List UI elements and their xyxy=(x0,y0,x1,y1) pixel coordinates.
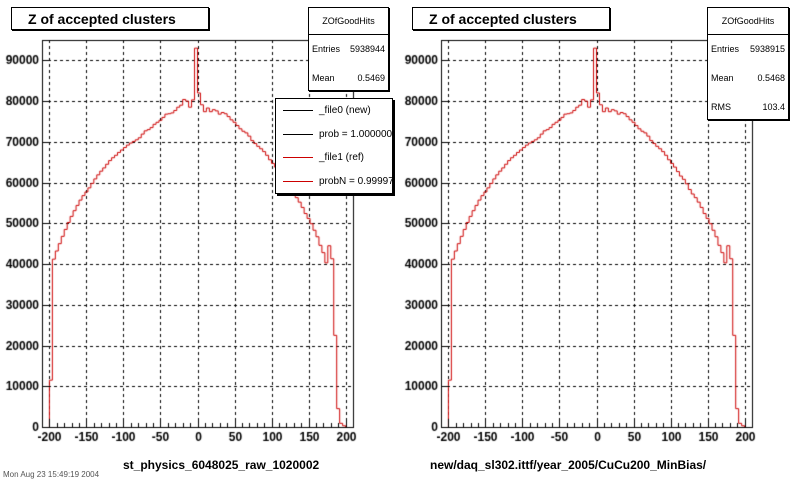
stats-box-name: ZOfGoodHits xyxy=(309,8,388,35)
legend-entry-probn: probN = 0.999977 xyxy=(276,170,392,194)
legend-entry-file0: _file0 (new) xyxy=(276,99,392,123)
legend-swatch xyxy=(283,133,313,135)
chart-title-right: Z of accepted clusters xyxy=(412,7,610,30)
legend-swatch xyxy=(283,110,313,112)
x-axis-title-right: new/daq_sl302.ittf/year_2005/CuCu200_Min… xyxy=(430,458,707,472)
stats-row-entries: Entries 5938915 xyxy=(711,44,785,54)
stats-row-mean: Mean 0.5469 xyxy=(312,73,385,83)
legend-entry-file1: _file1 (ref) xyxy=(276,146,392,170)
stats-box-left: ZOfGoodHits Entries 5938944 Mean 0.5469 xyxy=(308,7,389,91)
stats-row-mean: Mean 0.5468 xyxy=(711,73,785,83)
legend-swatch xyxy=(283,157,313,159)
legend-entry-prob: prob = 1.000000 xyxy=(276,123,392,147)
stats-row-rms: RMS 103.4 xyxy=(711,102,785,112)
footer-timestamp: Mon Aug 23 15:49:19 2004 xyxy=(3,470,100,479)
stats-box-right: ZOfGoodHits Entries 5938915 Mean 0.5468 RM… xyxy=(707,7,789,120)
chart-title-left: Z of accepted clusters xyxy=(11,7,209,30)
legend-swatch xyxy=(283,180,313,182)
x-axis-title-left: st_physics_6048025_raw_1020002 xyxy=(123,458,320,472)
stats-box-name: ZOfGoodHits xyxy=(708,8,788,35)
legend-box: _file0 (new) prob = 1.000000 _file1 (ref… xyxy=(275,98,393,194)
stats-row-entries: Entries 5938944 xyxy=(312,44,385,54)
